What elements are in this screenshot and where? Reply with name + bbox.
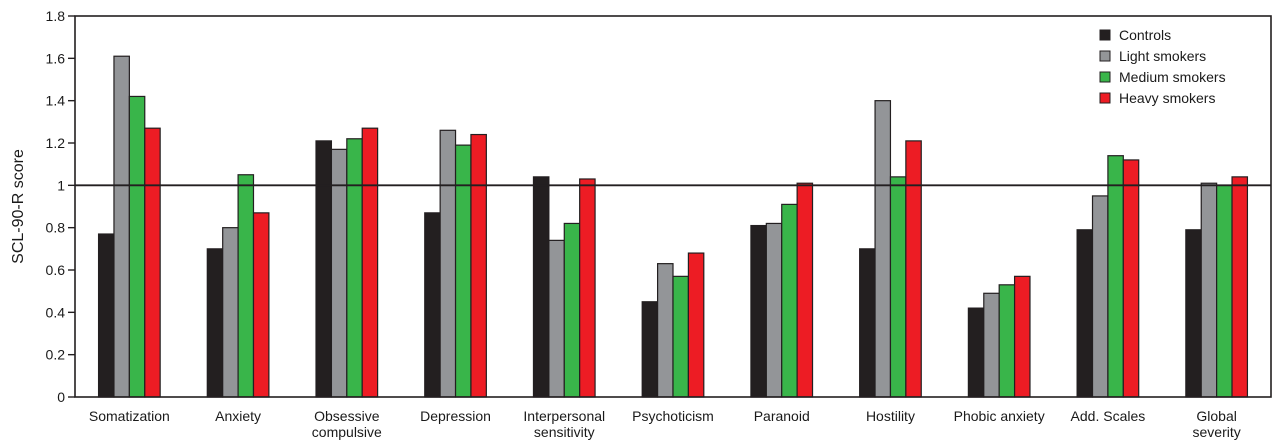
x-category-label: Hostility: [866, 408, 915, 424]
bar-controls: [97, 233, 115, 398]
bar-controls: [315, 140, 333, 398]
y-tick-label: 1.6: [46, 50, 66, 66]
bar-controls: [206, 248, 224, 398]
x-category-label: Somatization: [89, 408, 170, 424]
bar-controls: [1185, 229, 1202, 398]
bar-heavy-smokers: [905, 140, 922, 398]
bar-controls: [967, 307, 985, 398]
bar-light-smokers: [113, 55, 130, 398]
bar-heavy-smokers: [470, 133, 487, 398]
legend-swatch: [1099, 50, 1111, 62]
bar-heavy-smokers: [1013, 275, 1031, 398]
x-category-label: Anxiety: [215, 408, 261, 424]
y-tick-label: 0.8: [46, 220, 66, 236]
y-tick-label: 1.8: [46, 8, 66, 24]
bar-medium-smokers: [128, 95, 146, 398]
bar-light-smokers: [983, 292, 1000, 398]
x-category-label: Paranoid: [754, 408, 810, 424]
bar-heavy-smokers: [1231, 176, 1249, 398]
x-category-label: Depression: [420, 408, 491, 424]
legend: Controls Light smokers Medium smokers Heavy…: [1099, 27, 1226, 106]
y-axis-label: SCL-90-R score: [10, 149, 27, 264]
x-category-label: Global severity: [1193, 408, 1241, 440]
bar-controls: [1076, 229, 1094, 398]
bar-medium-smokers: [1216, 184, 1233, 398]
bar-controls: [424, 212, 441, 398]
y-tick-label: 1.2: [46, 135, 66, 151]
bar-light-smokers: [1091, 195, 1109, 398]
y-tick-label: 0: [57, 389, 65, 405]
plot-frame: [74, 15, 1272, 398]
y-tick-label: 0.6: [46, 262, 66, 278]
legend-label: Medium smokers: [1119, 69, 1226, 85]
bar-light-smokers: [222, 227, 239, 398]
legend-label: Heavy smokers: [1119, 90, 1215, 106]
x-category-label: Add. Scales: [1071, 408, 1146, 424]
legend-swatch: [1099, 71, 1111, 83]
bar-medium-smokers: [1107, 155, 1124, 398]
bar-medium-smokers: [346, 138, 363, 398]
x-category-label: Obsessive compulsive: [312, 408, 382, 440]
x-category-label: Psychoticism: [632, 408, 714, 424]
bar-controls: [532, 176, 550, 398]
y-tick-label: 1: [57, 177, 65, 193]
y-tick-label: 0.2: [46, 347, 66, 363]
x-category-label: Interpersonal sensitivity: [523, 408, 605, 440]
bar-medium-smokers: [454, 144, 472, 398]
bar-light-smokers: [874, 100, 892, 398]
bar-light-smokers: [765, 222, 783, 398]
bar-light-smokers: [330, 148, 348, 398]
y-tick-label: 1.4: [46, 93, 66, 109]
bars-layer: [97, 55, 1249, 398]
bar-medium-smokers: [781, 203, 798, 398]
bar-controls: [750, 224, 767, 398]
bar-medium-smokers: [998, 284, 1016, 398]
bar-controls: [641, 301, 659, 398]
bar-light-smokers: [656, 263, 674, 398]
bar-medium-smokers: [889, 176, 907, 398]
bar-heavy-smokers: [796, 182, 814, 398]
bar-light-smokers: [1200, 182, 1218, 398]
bar-light-smokers: [548, 239, 565, 398]
legend-label: Light smokers: [1119, 48, 1206, 64]
bar-heavy-smokers: [252, 212, 270, 398]
y-tick-label: 0.4: [46, 304, 66, 320]
bar-medium-smokers: [563, 222, 581, 398]
bar-medium-smokers: [237, 174, 255, 398]
axes-layer: 0 0.2 0.4 0.6 0.8 1 1.2 1.4 1.6 1.8 SCL-90-R score…: [10, 8, 1272, 440]
bar-heavy-smokers: [361, 127, 379, 398]
legend-label: Controls: [1119, 27, 1171, 43]
bar-heavy-smokers: [144, 127, 161, 398]
bar-heavy-smokers: [687, 252, 705, 398]
bar-medium-smokers: [672, 275, 689, 398]
legend-swatch: [1099, 92, 1111, 104]
x-category-label: Phobic anxiety: [954, 408, 1045, 424]
bar-controls: [859, 248, 876, 398]
bar-light-smokers: [439, 129, 457, 398]
bar-heavy-smokers: [579, 178, 596, 398]
legend-swatch: [1099, 29, 1111, 41]
bar-heavy-smokers: [1122, 159, 1140, 398]
